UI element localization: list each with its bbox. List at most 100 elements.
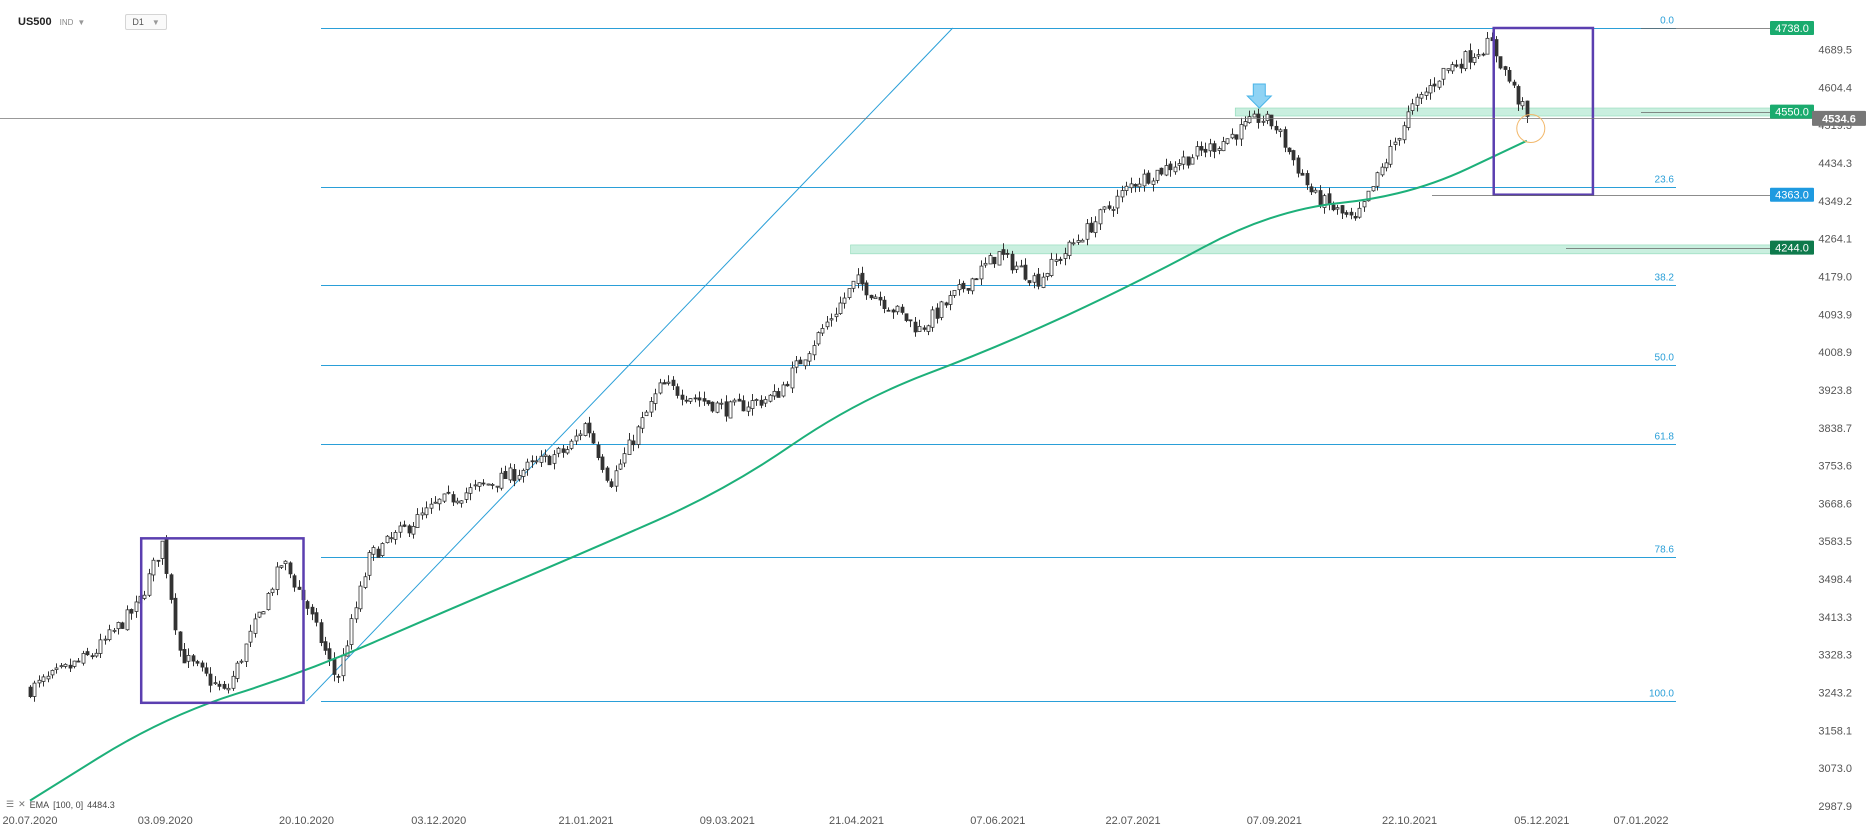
candle-body — [464, 492, 469, 500]
candle-body — [389, 537, 394, 540]
candle-body — [1173, 166, 1178, 173]
x-tick-label: 05.12.2021 — [1514, 815, 1569, 827]
candle-body — [217, 683, 222, 687]
candle-body — [486, 483, 491, 486]
fib-label: 38.2 — [1655, 273, 1675, 284]
candle-body — [1291, 150, 1296, 161]
candle-body — [1221, 141, 1226, 152]
y-tick-label: 3413.3 — [1818, 612, 1852, 624]
candle-body — [1107, 205, 1112, 209]
y-tick-label: 4349.2 — [1818, 196, 1852, 208]
candle-body — [1446, 68, 1451, 71]
candle-body — [904, 313, 909, 321]
candle-body — [1225, 138, 1230, 144]
x-tick-label: 21.04.2021 — [829, 815, 884, 827]
candle-body — [1151, 180, 1156, 185]
candle-body — [974, 278, 979, 281]
candlestick-series — [28, 32, 1530, 702]
x-tick-label: 03.09.2020 — [138, 815, 193, 827]
y-tick-label: 4689.5 — [1818, 45, 1852, 57]
price-tag-label: 4738.0 — [1775, 23, 1809, 35]
candle-body — [495, 485, 500, 488]
candle-body — [847, 288, 852, 298]
candle-body — [1283, 129, 1288, 148]
candle-body — [120, 622, 125, 629]
candle-body — [50, 670, 55, 676]
candle-body — [59, 665, 64, 668]
candle-body — [1129, 183, 1134, 189]
candle-body — [420, 512, 425, 516]
candle-body — [820, 327, 825, 334]
candle-body — [283, 560, 288, 565]
candle-body — [680, 394, 685, 400]
candle-body — [112, 629, 117, 632]
candle-body — [706, 400, 711, 405]
candle-body — [459, 500, 464, 504]
y-tick-label: 4604.4 — [1818, 82, 1852, 94]
candle-body — [1419, 94, 1424, 99]
candle-body — [803, 359, 808, 367]
candle-body — [948, 295, 953, 305]
candle-body — [1450, 64, 1455, 72]
candle-body — [825, 321, 830, 328]
candle-body — [1208, 143, 1213, 152]
candle-body — [719, 402, 724, 405]
candle-body — [1476, 54, 1481, 57]
candle-body — [253, 618, 258, 634]
candle-body — [935, 307, 940, 319]
candle-body — [970, 278, 975, 292]
candle-body — [451, 494, 456, 503]
symbol-label[interactable]: US500 — [18, 16, 52, 28]
candle-body — [838, 302, 843, 314]
close-icon[interactable]: ✕ — [18, 799, 26, 809]
market-selector[interactable]: IND ▼ — [60, 18, 86, 27]
candle-body — [239, 660, 244, 663]
price-tag-label: 4244.0 — [1775, 243, 1809, 255]
candle-body — [1067, 241, 1072, 257]
candle-body — [816, 332, 821, 345]
timeframe-select[interactable]: D1 ▼ — [125, 14, 167, 30]
candle-body — [851, 280, 856, 289]
candle-body — [266, 593, 271, 611]
price-tag-gray — [1812, 110, 1866, 126]
timeframe-label: D1 — [132, 17, 144, 27]
candle-body — [28, 686, 33, 697]
settings-lines-icon[interactable]: ☰ — [6, 799, 15, 809]
candle-body — [640, 417, 645, 429]
candle-body — [380, 543, 385, 556]
candle-body — [32, 682, 37, 697]
x-tick-label: 07.06.2021 — [970, 815, 1025, 827]
candle-body — [323, 641, 328, 651]
candle-body — [1217, 148, 1222, 151]
candle-body — [151, 559, 156, 576]
candle-body — [1353, 215, 1358, 219]
candle-body — [1181, 156, 1186, 165]
candle-body — [728, 401, 733, 419]
candle-body — [107, 629, 112, 641]
candle-body — [1459, 63, 1464, 69]
candle-body — [1437, 80, 1442, 88]
candle-body — [186, 655, 191, 662]
candle-body — [649, 401, 654, 413]
candle-body — [1230, 133, 1235, 139]
candle-body — [46, 675, 51, 680]
candle-body — [979, 265, 984, 280]
candle-body — [103, 638, 108, 641]
candle-body — [407, 525, 412, 534]
candle-body — [908, 319, 913, 322]
price-tag-green — [1770, 21, 1814, 35]
candle-body — [1054, 259, 1059, 262]
candle-body — [798, 359, 803, 365]
candle-body — [1494, 39, 1499, 57]
candle-body — [583, 423, 588, 436]
candle-body — [1146, 172, 1151, 184]
y-tick-label: 3073.0 — [1818, 763, 1852, 775]
candle-body — [204, 667, 209, 674]
candle-body — [891, 309, 896, 313]
range-box-0 — [139, 537, 305, 705]
candle-body — [768, 394, 773, 402]
candle-body — [1340, 205, 1345, 214]
candle-body — [1186, 156, 1191, 166]
candle-body — [1234, 134, 1239, 140]
